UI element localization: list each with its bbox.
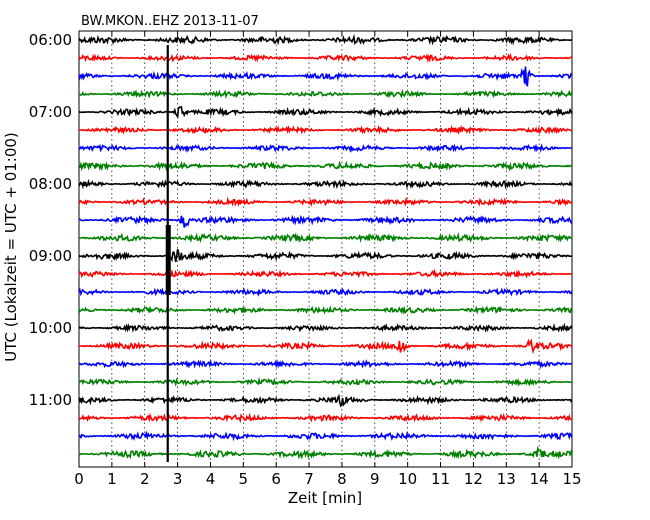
trace-0700 [78,105,573,120]
x-tick-label-8: 8 [337,470,347,488]
trace-0815 [78,196,573,208]
x-tick-label-12: 12 [464,470,483,488]
trace-0930 [78,287,573,297]
x-tick-label-4: 4 [206,470,216,488]
trace-0615 [78,53,572,64]
trace-0645 [78,88,573,99]
trace-0630 [78,66,573,87]
trace-1115 [78,412,573,424]
trace-1000 [78,322,573,333]
trace-0745 [78,160,573,172]
trace-0900 [78,249,572,263]
trace-1030 [78,359,573,370]
x-tick-label-6: 6 [271,470,281,488]
chart-title: BW.MKON..EHZ 2013-11-07 [81,14,259,29]
x-tick-label-0: 0 [74,470,84,488]
trace-0830 [78,214,573,228]
trace-0915 [78,268,573,279]
x-tick-label-15: 15 [562,470,581,488]
x-tick-label-2: 2 [140,470,150,488]
trace-0600 [78,33,573,46]
y-axis: 06:00 07:00 08:00 09:00 10:00 11:00 [29,31,572,409]
x-tick-label-7: 7 [304,470,314,488]
plot-frame [78,30,573,468]
y-tick-label-0700: 07:00 [29,103,72,121]
trace-1100 [78,393,573,408]
x-tick-label-1: 1 [107,470,117,488]
x-tick-label-10: 10 [398,470,417,488]
x-axis-label: Zeit [min] [288,489,362,507]
y-tick-label-0900: 09:00 [29,247,72,265]
trace-0945 [78,305,573,315]
y-tick-label-1000: 10:00 [29,319,72,337]
trace-0715 [78,124,573,136]
trace-0730 [78,143,573,153]
x-tick-label-14: 14 [530,470,549,488]
trace-0800 [78,178,573,190]
trace-0845 [78,232,573,244]
trace-1145 [78,445,573,460]
x-tick-label-9: 9 [370,470,380,488]
y-tick-label-0800: 08:00 [29,175,72,193]
y-tick-label-1100: 11:00 [29,391,72,409]
vertical-marker-burst [165,225,171,295]
trace-1015 [78,338,573,355]
x-tick-label-13: 13 [497,470,516,488]
vertical-marker-group [165,45,171,462]
grid-lines [111,31,540,467]
x-tick-label-5: 5 [239,470,249,488]
x-axis: 0 1 2 3 4 5 6 7 8 9 10 11 12 13 14 15 [74,31,582,488]
y-tick-label-0600: 06:00 [29,31,72,49]
x-tick-label-11: 11 [431,470,450,488]
trace-1130 [78,430,573,442]
trace-group [78,33,573,460]
y-axis-label: UTC (Lokalzeit = UTC + 01:00) [2,132,20,362]
trace-1045 [78,376,573,388]
x-tick-label-3: 3 [173,470,183,488]
